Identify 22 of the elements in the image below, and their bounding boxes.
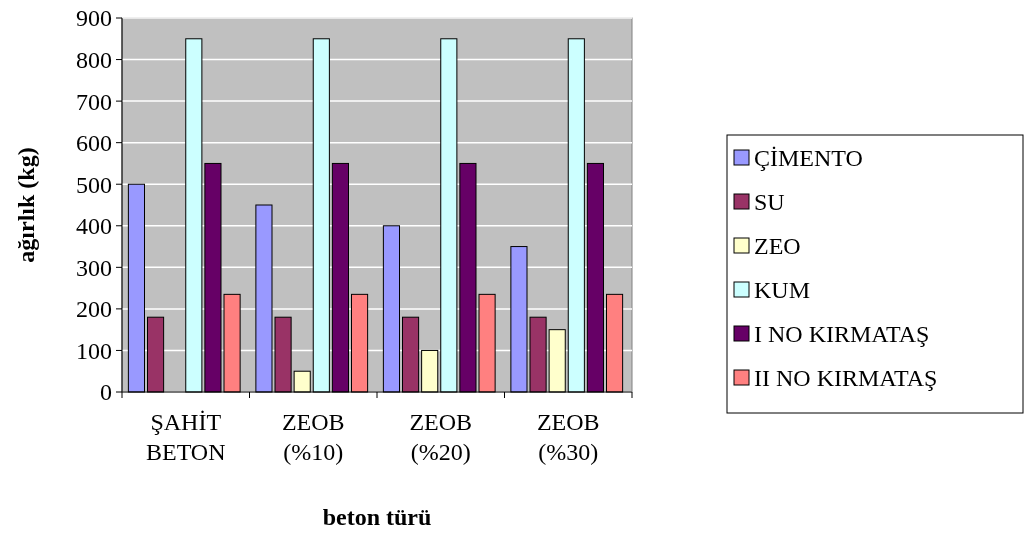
- x-tick-label: ŞAHİT BETON: [145, 409, 226, 465]
- y-tick-label: 100: [76, 337, 112, 364]
- y-axis-title: ağırlık (kg): [13, 147, 39, 263]
- y-tick-label: 600: [76, 130, 112, 157]
- y-tick-label: 0: [100, 379, 112, 406]
- legend-label: SU: [754, 189, 785, 216]
- y-tick-label: 300: [76, 254, 112, 281]
- legend-label: ÇİMENTO: [754, 145, 863, 172]
- x-tick-label: ZEOB (%10): [281, 409, 345, 465]
- x-tick-label: ZEOB (%30): [536, 409, 600, 465]
- x-axis-title: beton türü: [322, 504, 432, 530]
- y-tick-label: 700: [76, 88, 112, 115]
- legend-label: ZEO: [754, 233, 801, 260]
- y-tick-label: 500: [76, 171, 112, 198]
- legend-label: II NO KIRMATAŞ: [754, 365, 938, 392]
- y-tick-label: 400: [76, 213, 112, 240]
- legend-label: KUM: [754, 277, 811, 304]
- y-tick-label: 800: [76, 46, 112, 73]
- legend-label: I NO KIRMATAŞ: [754, 321, 930, 348]
- y-tick-label: 200: [76, 296, 112, 323]
- y-tick-label: 900: [76, 5, 112, 32]
- x-tick-label: ZEOB (%20): [409, 409, 473, 465]
